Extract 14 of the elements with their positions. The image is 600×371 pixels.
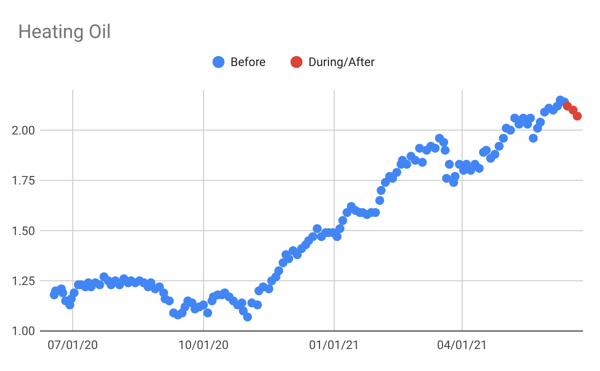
legend-label: Before: [230, 55, 266, 70]
x-tick-label: 07/01/20: [48, 338, 98, 352]
y-tick-label: 1.75: [12, 174, 36, 188]
legend-label: During/After: [308, 55, 375, 70]
x-tick-label: 01/01/21: [309, 338, 360, 352]
x-tick-label: 10/01/20: [178, 338, 229, 352]
x-tick-label: 04/01/21: [436, 338, 488, 352]
point: [572, 112, 582, 121]
chart-title: Heating Oil: [18, 20, 111, 43]
y-tick-label: 1.50: [12, 224, 36, 238]
y-tick-label: 1.00: [12, 324, 36, 338]
y-tick-label: 1.25: [12, 274, 36, 288]
point: [568, 106, 578, 115]
y-tick-label: 2.00: [12, 123, 36, 138]
